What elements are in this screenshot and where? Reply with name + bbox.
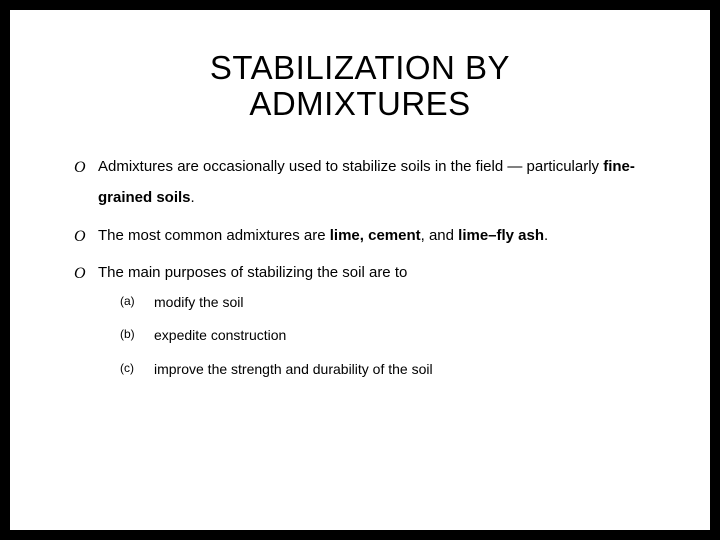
- sub-item-a: (a) modify the soil: [120, 293, 650, 313]
- bullet-2-mid: , and: [421, 227, 459, 244]
- bullet-item-1: Admixtures are occasionally used to stab…: [70, 151, 650, 214]
- sub-list: (a) modify the soil (b) expedite constru…: [98, 293, 650, 380]
- sub-text-c: improve the strength and durability of t…: [154, 361, 433, 377]
- title-line-1: STABILIZATION BY: [210, 49, 510, 86]
- bullet-2-bold1: lime, cement: [330, 227, 421, 244]
- bullet-2-bold2: lime–fly ash: [458, 227, 544, 244]
- sub-item-b: (b) expedite construction: [120, 326, 650, 346]
- bullet-2-post: .: [544, 227, 548, 244]
- sub-marker-a: (a): [120, 293, 135, 310]
- sub-text-a: modify the soil: [154, 294, 243, 310]
- sub-marker-b: (b): [120, 326, 135, 343]
- bullet-1-pre: Admixtures are occasionally used to stab…: [98, 158, 603, 175]
- bullet-item-3: The main purposes of stabilizing the soi…: [70, 257, 650, 379]
- slide-title: STABILIZATION BY ADMIXTURES: [70, 50, 650, 123]
- title-line-2: ADMIXTURES: [249, 85, 470, 122]
- bullet-1-post: .: [191, 189, 195, 206]
- slide: STABILIZATION BY ADMIXTURES Admixtures a…: [10, 10, 710, 530]
- bullet-3-pre: The main purposes of stabilizing the soi…: [98, 264, 407, 281]
- bullet-list: Admixtures are occasionally used to stab…: [70, 151, 650, 380]
- bullet-item-2: The most common admixtures are lime, cem…: [70, 220, 650, 252]
- sub-text-b: expedite construction: [154, 327, 286, 343]
- sub-item-c: (c) improve the strength and durability …: [120, 360, 650, 380]
- sub-marker-c: (c): [120, 360, 134, 377]
- bullet-2-pre: The most common admixtures are: [98, 227, 330, 244]
